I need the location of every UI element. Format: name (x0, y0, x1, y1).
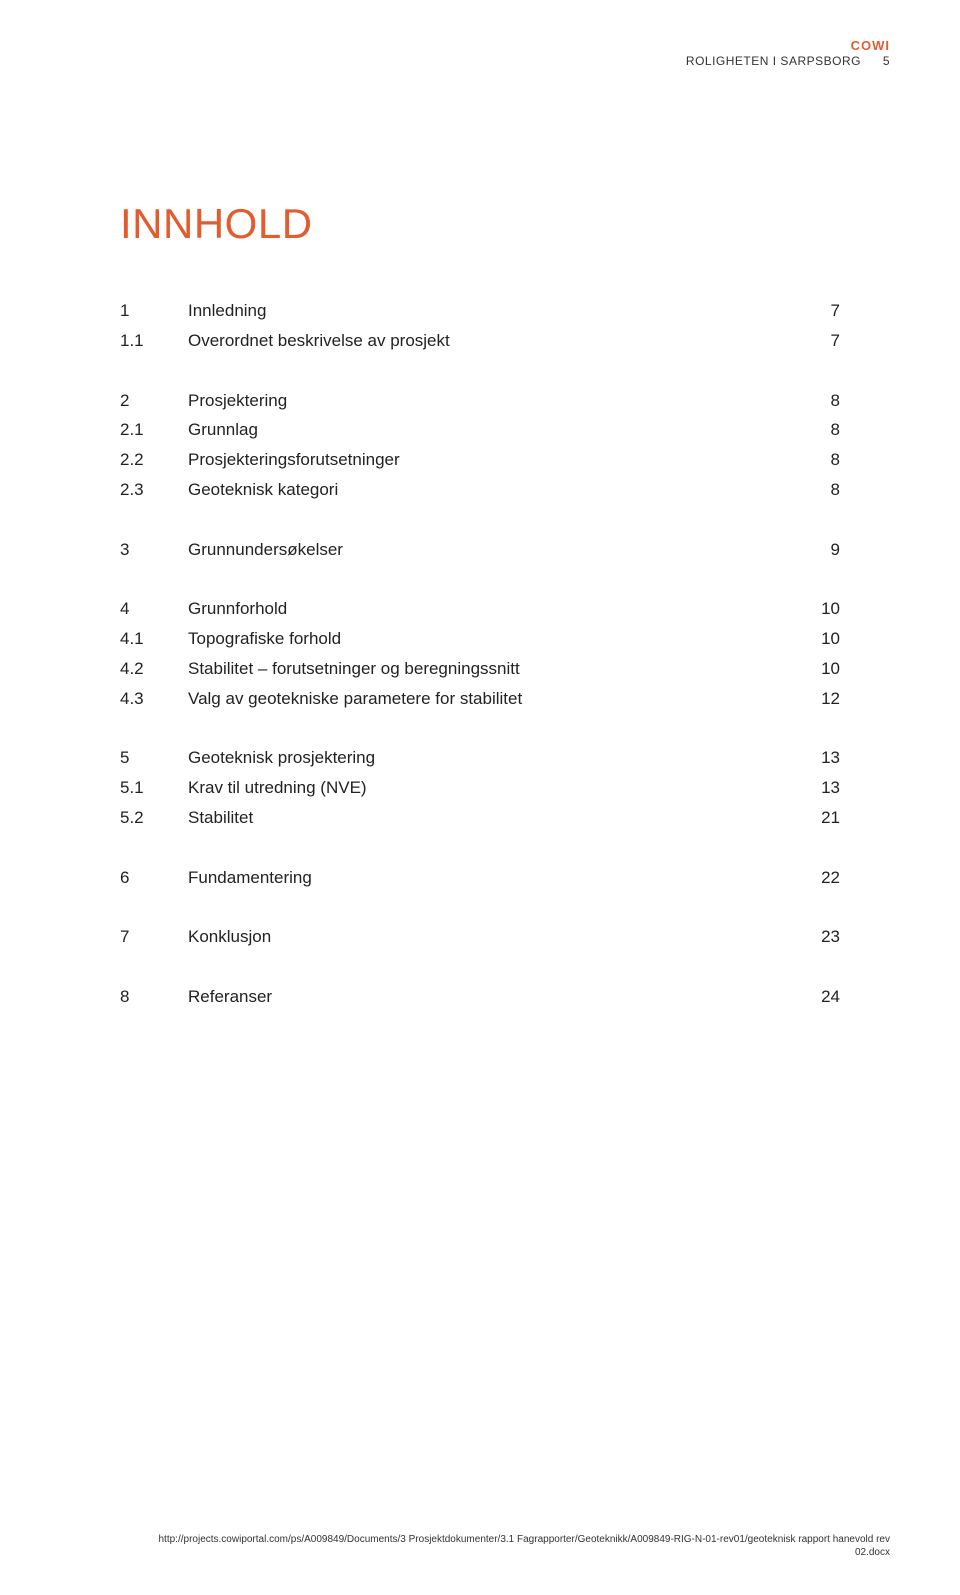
toc-label: Overordnet beskrivelse av prosjekt (188, 326, 800, 356)
header-line: ROLIGHETEN I SARPSBORG 5 (686, 54, 890, 68)
toc-row: 7Konklusjon23 (120, 922, 840, 952)
toc-number: 1 (120, 296, 188, 326)
toc-row: 4.1Topografiske forhold10 (120, 624, 840, 654)
toc-page: 10 (800, 624, 840, 654)
toc-row: 3Grunnundersøkelser9 (120, 535, 840, 565)
toc-label: Referanser (188, 982, 800, 1012)
toc-page: 13 (800, 743, 840, 773)
toc-row: 4.2Stabilitet – forutsetninger og beregn… (120, 654, 840, 684)
toc-number: 2.3 (120, 475, 188, 505)
toc-group: 8Referanser24 (120, 982, 840, 1012)
toc-number: 3 (120, 535, 188, 565)
content-area: INNHOLD 1Innledning71.1Overordnet beskri… (120, 200, 840, 1042)
toc-number: 5.1 (120, 773, 188, 803)
toc-page: 12 (800, 684, 840, 714)
toc-page: 22 (800, 863, 840, 893)
toc-row: 8Referanser24 (120, 982, 840, 1012)
toc-row: 4Grunnforhold10 (120, 594, 840, 624)
toc-row: 2.1Grunnlag8 (120, 415, 840, 445)
toc-label: Geoteknisk prosjektering (188, 743, 800, 773)
footer-path-line2: 02.docx (70, 1546, 890, 1559)
toc-row: 2.3Geoteknisk kategori8 (120, 475, 840, 505)
toc-label: Krav til utredning (NVE) (188, 773, 800, 803)
toc-group: 1Innledning71.1Overordnet beskrivelse av… (120, 296, 840, 356)
toc-page: 7 (800, 296, 840, 326)
toc-page: 21 (800, 803, 840, 833)
toc-page: 23 (800, 922, 840, 952)
toc-group: 2Prosjektering82.1Grunnlag82.2Prosjekter… (120, 386, 840, 505)
toc-row: 6Fundamentering22 (120, 863, 840, 893)
doc-title: ROLIGHETEN I SARPSBORG (686, 54, 861, 68)
toc-row: 5.1Krav til utredning (NVE)13 (120, 773, 840, 803)
toc-page: 9 (800, 535, 840, 565)
toc-number: 4.3 (120, 684, 188, 714)
toc-page: 8 (800, 386, 840, 416)
toc-label: Grunnforhold (188, 594, 800, 624)
toc-page: 8 (800, 475, 840, 505)
toc-label: Geoteknisk kategori (188, 475, 800, 505)
toc-number: 4 (120, 594, 188, 624)
toc-number: 2.1 (120, 415, 188, 445)
toc-group: 5Geoteknisk prosjektering135.1Krav til u… (120, 743, 840, 832)
toc-page: 10 (800, 594, 840, 624)
toc-number: 7 (120, 922, 188, 952)
toc-label: Grunnlag (188, 415, 800, 445)
toc-number: 2 (120, 386, 188, 416)
toc-row: 1.1Overordnet beskrivelse av prosjekt7 (120, 326, 840, 356)
toc-row: 4.3Valg av geotekniske parametere for st… (120, 684, 840, 714)
toc-label: Prosjekteringsforutsetninger (188, 445, 800, 475)
toc-number: 6 (120, 863, 188, 893)
toc-label: Prosjektering (188, 386, 800, 416)
toc-page: 8 (800, 445, 840, 475)
toc-group: 4Grunnforhold104.1Topografiske forhold10… (120, 594, 840, 713)
page-header: COWI ROLIGHETEN I SARPSBORG 5 (686, 38, 890, 68)
toc-label: Grunnundersøkelser (188, 535, 800, 565)
footer-path-line1: http://projects.cowiportal.com/ps/A00984… (70, 1533, 890, 1546)
toc-number: 8 (120, 982, 188, 1012)
page-title: INNHOLD (120, 200, 840, 248)
toc-label: Stabilitet (188, 803, 800, 833)
toc-row: 5Geoteknisk prosjektering13 (120, 743, 840, 773)
toc-number: 1.1 (120, 326, 188, 356)
toc-label: Valg av geotekniske parametere for stabi… (188, 684, 800, 714)
toc-page: 13 (800, 773, 840, 803)
toc: 1Innledning71.1Overordnet beskrivelse av… (120, 296, 840, 1012)
toc-page: 7 (800, 326, 840, 356)
toc-number: 4.1 (120, 624, 188, 654)
toc-label: Stabilitet – forutsetninger og beregning… (188, 654, 800, 684)
toc-group: 3Grunnundersøkelser9 (120, 535, 840, 565)
page-footer: http://projects.cowiportal.com/ps/A00984… (70, 1533, 890, 1559)
brand-logo: COWI (686, 38, 890, 53)
toc-label: Innledning (188, 296, 800, 326)
toc-number: 2.2 (120, 445, 188, 475)
toc-row: 5.2Stabilitet21 (120, 803, 840, 833)
toc-label: Fundamentering (188, 863, 800, 893)
toc-row: 2.2Prosjekteringsforutsetninger8 (120, 445, 840, 475)
toc-row: 2Prosjektering8 (120, 386, 840, 416)
toc-page: 24 (800, 982, 840, 1012)
toc-label: Konklusjon (188, 922, 800, 952)
toc-group: 7Konklusjon23 (120, 922, 840, 952)
toc-page: 8 (800, 415, 840, 445)
toc-group: 6Fundamentering22 (120, 863, 840, 893)
toc-number: 4.2 (120, 654, 188, 684)
toc-page: 10 (800, 654, 840, 684)
toc-number: 5 (120, 743, 188, 773)
page-number: 5 (883, 54, 890, 68)
toc-label: Topografiske forhold (188, 624, 800, 654)
toc-number: 5.2 (120, 803, 188, 833)
toc-row: 1Innledning7 (120, 296, 840, 326)
